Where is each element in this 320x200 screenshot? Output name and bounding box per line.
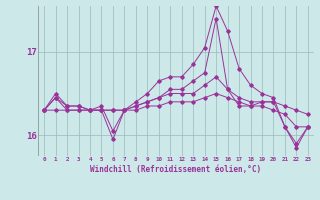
X-axis label: Windchill (Refroidissement éolien,°C): Windchill (Refroidissement éolien,°C): [91, 165, 261, 174]
